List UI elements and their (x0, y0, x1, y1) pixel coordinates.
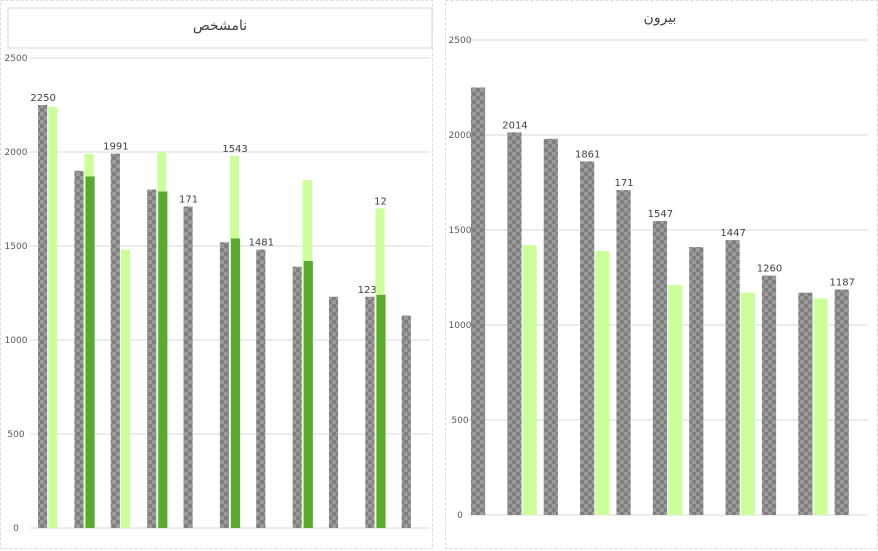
bar (48, 106, 58, 528)
bar (38, 105, 48, 528)
y-tick-label: 1000 (449, 321, 472, 331)
bar (110, 153, 120, 528)
data-label: 171 (614, 178, 633, 189)
y-tick-label: 500 (7, 430, 24, 440)
bar (85, 176, 95, 528)
bar (256, 249, 266, 528)
data-label: 1187 (830, 277, 855, 288)
bar (522, 245, 537, 515)
chart-right: 0 500 1000 1500 2000 2500 2014 1861 171 1547 1447 1… (449, 36, 868, 521)
y-tick-label: 2500 (449, 36, 472, 46)
bar (543, 138, 558, 516)
bar (158, 191, 168, 529)
bar (328, 296, 339, 528)
y-tick-label: 0 (457, 511, 463, 521)
bar (668, 285, 683, 515)
bar (689, 247, 704, 515)
data-label: 12 (374, 196, 387, 207)
chart-left-title: نامشخص (193, 18, 247, 34)
data-label: 1447 (720, 228, 745, 239)
bar (834, 289, 849, 515)
data-label: 1230 (358, 285, 383, 296)
bar (231, 238, 241, 529)
bar (120, 249, 131, 528)
bar (740, 292, 755, 515)
y-tick-label: 500 (451, 416, 468, 426)
bar (147, 189, 157, 528)
data-label: 1481 (249, 238, 274, 249)
chart-left-frame (0, 0, 433, 549)
y-tick-label: 0 (13, 524, 19, 534)
bar (365, 296, 375, 528)
bar (292, 266, 302, 528)
data-label: 2014 (502, 120, 527, 131)
y-tick-label: 1000 (5, 336, 28, 346)
y-tick-label: 1500 (449, 226, 472, 236)
bar (401, 315, 411, 528)
bar (761, 275, 777, 515)
data-label: 2250 (30, 93, 55, 104)
bar (652, 221, 667, 515)
bar (580, 161, 595, 515)
data-label: 1991 (103, 142, 128, 153)
y-tick-label: 2000 (5, 148, 28, 158)
chart-left-title-box (7, 7, 433, 49)
bar (798, 292, 813, 515)
bar (471, 87, 486, 515)
bar (595, 250, 610, 515)
y-tick-label: 1500 (5, 242, 28, 252)
bar (219, 242, 229, 529)
bar (183, 206, 193, 528)
bar (813, 298, 828, 515)
data-label: 1543 (222, 144, 247, 155)
y-tick-label: 2500 (5, 54, 28, 64)
bar (616, 190, 631, 515)
y-tick-label: 2000 (449, 131, 472, 141)
bar (376, 294, 386, 528)
bar (303, 261, 313, 528)
chart-left: 0 500 1000 1500 2000 2500 2250 1991 171 1543 1481 1… (5, 54, 430, 534)
data-label: 1547 (648, 209, 673, 220)
data-label: 1260 (757, 264, 782, 275)
bar (725, 240, 740, 515)
bar (74, 170, 84, 529)
chart-right-title: بیرون (644, 10, 677, 26)
bar (507, 132, 522, 515)
data-label: 1861 (575, 149, 600, 160)
data-label: 171 (179, 195, 198, 206)
